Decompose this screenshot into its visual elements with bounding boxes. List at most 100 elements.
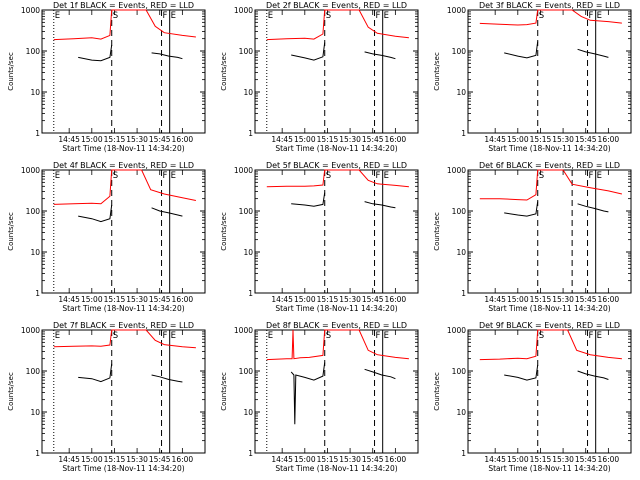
x-tick-label: 15:30 [126, 295, 148, 304]
x-axis-title: Start Time (18-Nov-11 14:34:20) [488, 144, 610, 153]
series-lld-line [266, 329, 409, 361]
panel-title: Det 2f BLACK = Events, RED = LLD [266, 1, 407, 10]
x-tick-label: 15:15 [104, 135, 126, 144]
panel-det-6: Det 6f BLACK = Events, RED = LLD 1 10 100 10… [433, 161, 632, 313]
x-tick-label: 15:00 [507, 135, 529, 144]
panel-title: Det 4f BLACK = Events, RED = LLD [53, 161, 194, 170]
marker-label: E [597, 11, 602, 21]
x-tick-label: 14:45 [58, 455, 80, 464]
x-tick-label: 15:45 [362, 455, 384, 464]
panel-title: Det 3f BLACK = Events, RED = LLD [479, 1, 620, 10]
x-tick-label: 15:45 [362, 295, 384, 304]
panel-title: Det 8f BLACK = Events, RED = LLD [266, 321, 407, 330]
y-tick-label: 1 [35, 449, 40, 458]
x-tick-label: 15:30 [339, 295, 361, 304]
series-lld-line [479, 169, 623, 201]
marker-label: S [539, 11, 544, 21]
x-axis-title: Start Time (18-Nov-11 14:34:20) [62, 464, 184, 473]
x-tick-label: 14:45 [271, 295, 293, 304]
marker-label: E [384, 171, 389, 181]
x-tick-label: 15:30 [552, 295, 574, 304]
x-tick-label: 15:30 [126, 135, 148, 144]
x-tick-label: 14:45 [58, 295, 80, 304]
plot-frame [254, 329, 419, 454]
panel-title: Det 5f BLACK = Events, RED = LLD [266, 161, 407, 170]
x-tick-label: 15:15 [104, 455, 126, 464]
y-tick-label: 10 [30, 408, 40, 417]
x-axis-title: Start Time (18-Nov-11 14:34:20) [488, 464, 610, 473]
marker-label: S [539, 331, 544, 341]
x-tick-label: 15:00 [507, 295, 529, 304]
x-tick-label: 16:00 [172, 455, 194, 464]
marker-label: E [268, 11, 273, 21]
panel-det-5: Det 5f BLACK = Events, RED = LLD 1 10 100 10… [220, 161, 419, 313]
y-tick-label: 100 [239, 47, 254, 56]
series-events-line [364, 201, 396, 209]
x-tick-label: 15:15 [317, 135, 339, 144]
series-events-line [504, 201, 539, 217]
series-lld-line [266, 9, 409, 41]
x-tick-label: 15:45 [149, 135, 171, 144]
series-lld-line [479, 9, 622, 26]
x-tick-label: 16:00 [598, 135, 620, 144]
plot-frame [467, 169, 632, 294]
y-axis-title: Counts/sec [433, 372, 441, 411]
plot-frame [467, 9, 632, 134]
marker-label: S [326, 331, 331, 341]
y-tick-label: 100 [452, 367, 467, 376]
x-tick-label: 15:15 [104, 295, 126, 304]
x-tick-label: 16:00 [385, 455, 407, 464]
y-axis-title: Counts/sec [220, 212, 228, 251]
x-tick-label: 15:00 [507, 455, 529, 464]
marker-label: F [376, 331, 381, 341]
x-tick-label: 15:00 [81, 295, 103, 304]
marker-label: S [113, 171, 118, 181]
x-tick-label: 15:45 [575, 455, 597, 464]
y-tick-label: 1 [461, 449, 466, 458]
marker-label: E [171, 11, 176, 21]
marker-label: E [55, 331, 60, 341]
y-tick-label: 1 [461, 289, 466, 298]
panel-det-8: Det 8f BLACK = Events, RED = LLD 1 10 100 10… [220, 321, 419, 473]
x-tick-label: 15:45 [149, 295, 171, 304]
x-tick-label: 14:45 [484, 135, 506, 144]
y-tick-label: 10 [456, 408, 466, 417]
y-tick-label: 100 [239, 367, 254, 376]
x-tick-label: 15:30 [552, 135, 574, 144]
y-tick-label: 1000 [447, 166, 466, 175]
x-tick-label: 15:45 [575, 135, 597, 144]
x-tick-label: 16:00 [385, 295, 407, 304]
y-tick-label: 1000 [234, 6, 253, 15]
panel-det-3: Det 3f BLACK = Events, RED = LLD 1 10 100 10… [433, 1, 632, 153]
y-tick-label: 10 [243, 408, 253, 417]
plot-frame [41, 9, 206, 134]
marker-label: E [55, 11, 60, 21]
x-tick-label: 15:00 [294, 135, 316, 144]
series-events-line [291, 42, 326, 61]
x-tick-label: 16:00 [385, 135, 407, 144]
y-tick-label: 100 [26, 367, 41, 376]
marker-label: F [589, 11, 594, 21]
series-events-line [78, 204, 113, 223]
series-lld-line [479, 329, 622, 361]
y-tick-label: 1000 [447, 326, 466, 335]
x-tick-label: 14:45 [484, 295, 506, 304]
y-axis-title: Counts/sec [7, 372, 15, 411]
marker-label: E [171, 171, 176, 181]
x-tick-label: 16:00 [172, 295, 194, 304]
x-tick-label: 15:15 [530, 135, 552, 144]
plot-frame [467, 329, 632, 454]
x-axis-title: Start Time (18-Nov-11 14:34:20) [488, 304, 610, 313]
marker-label: F [163, 11, 168, 21]
y-tick-label: 1000 [234, 326, 253, 335]
panel-det-1: Det 1f BLACK = Events, RED = LLD 1 10 100 10… [7, 1, 206, 153]
panel-det-7: Det 7f BLACK = Events, RED = LLD 1 10 100 10… [7, 321, 206, 473]
series-events-line [577, 370, 609, 380]
series-lld-line [53, 329, 196, 349]
y-axis-title: Counts/sec [7, 52, 15, 91]
x-tick-label: 14:45 [271, 455, 293, 464]
y-tick-label: 1000 [21, 6, 40, 15]
marker-label: S [113, 11, 118, 21]
x-tick-label: 16:00 [598, 455, 620, 464]
series-events-line [364, 51, 396, 60]
